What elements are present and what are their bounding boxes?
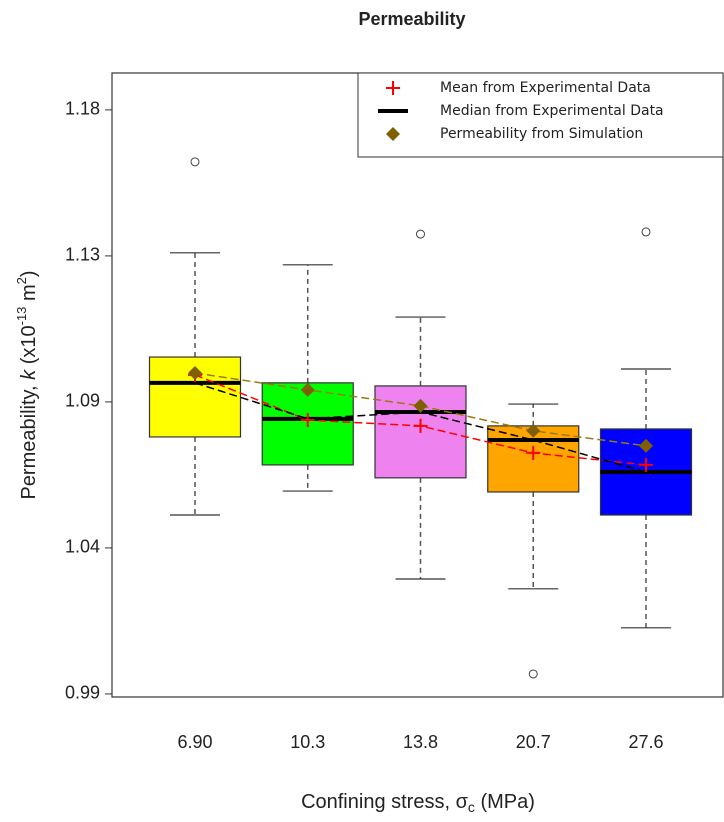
chart-title: Permeability xyxy=(358,9,465,29)
y-label-part: ) xyxy=(18,270,40,277)
outlier xyxy=(528,669,538,679)
legend-label: Mean from Experimental Data xyxy=(440,80,651,96)
box xyxy=(148,356,242,438)
legend-frame xyxy=(357,72,724,158)
y-tick-label: 1.18 xyxy=(65,99,100,119)
legend-label: Median from Experimental Data xyxy=(440,103,664,119)
y-axis-label: Permeability, k (x10-13 m2) xyxy=(14,270,40,499)
sim-marker xyxy=(386,127,400,141)
mean-marker xyxy=(413,418,428,433)
mean-marker xyxy=(639,457,653,472)
mean-marker xyxy=(386,81,400,95)
y-tick-label: 0.99 xyxy=(65,683,100,703)
x-tick-label: 20.7 xyxy=(516,732,551,752)
y-label-part: m xyxy=(18,284,40,306)
y-label-part: 2 xyxy=(14,277,29,284)
outlier xyxy=(416,229,425,239)
sim-marker xyxy=(188,366,202,381)
y-tick-label: 1.13 xyxy=(65,245,100,265)
sim-marker xyxy=(413,398,428,413)
legend: Mean from Experimental Data Median from E… xyxy=(357,72,724,158)
mean-marker xyxy=(300,413,315,428)
mean-marker xyxy=(526,445,541,460)
y-label-part: (x10 xyxy=(18,325,40,369)
x-tick-label: 13.8 xyxy=(403,732,438,752)
y-label-part: -13 xyxy=(14,307,29,326)
x-label-part: c xyxy=(468,799,475,815)
legend-label: Permeability from Simulation xyxy=(440,126,643,142)
y-tick-label: 1.04 xyxy=(65,537,100,557)
outlier xyxy=(641,227,651,237)
outlier xyxy=(190,157,200,167)
sim-marker xyxy=(300,382,315,397)
x-label-part: Confining stress, σ xyxy=(301,791,469,813)
y-tick-label: 1.09 xyxy=(65,391,100,411)
y-label-part: Permeability, xyxy=(18,380,40,500)
x-axis-label: Confining stress, σc (MPa) xyxy=(301,791,535,814)
x-tick-label: 27.6 xyxy=(628,732,663,752)
x-label-part: (MPa) xyxy=(475,791,535,813)
x-tick-label: 6.90 xyxy=(177,732,212,752)
sim-marker xyxy=(526,423,541,438)
trend-line xyxy=(194,372,647,447)
sim-marker xyxy=(639,438,653,453)
y-label-part: k xyxy=(18,369,40,380)
x-tick-label: 10.3 xyxy=(290,732,325,752)
